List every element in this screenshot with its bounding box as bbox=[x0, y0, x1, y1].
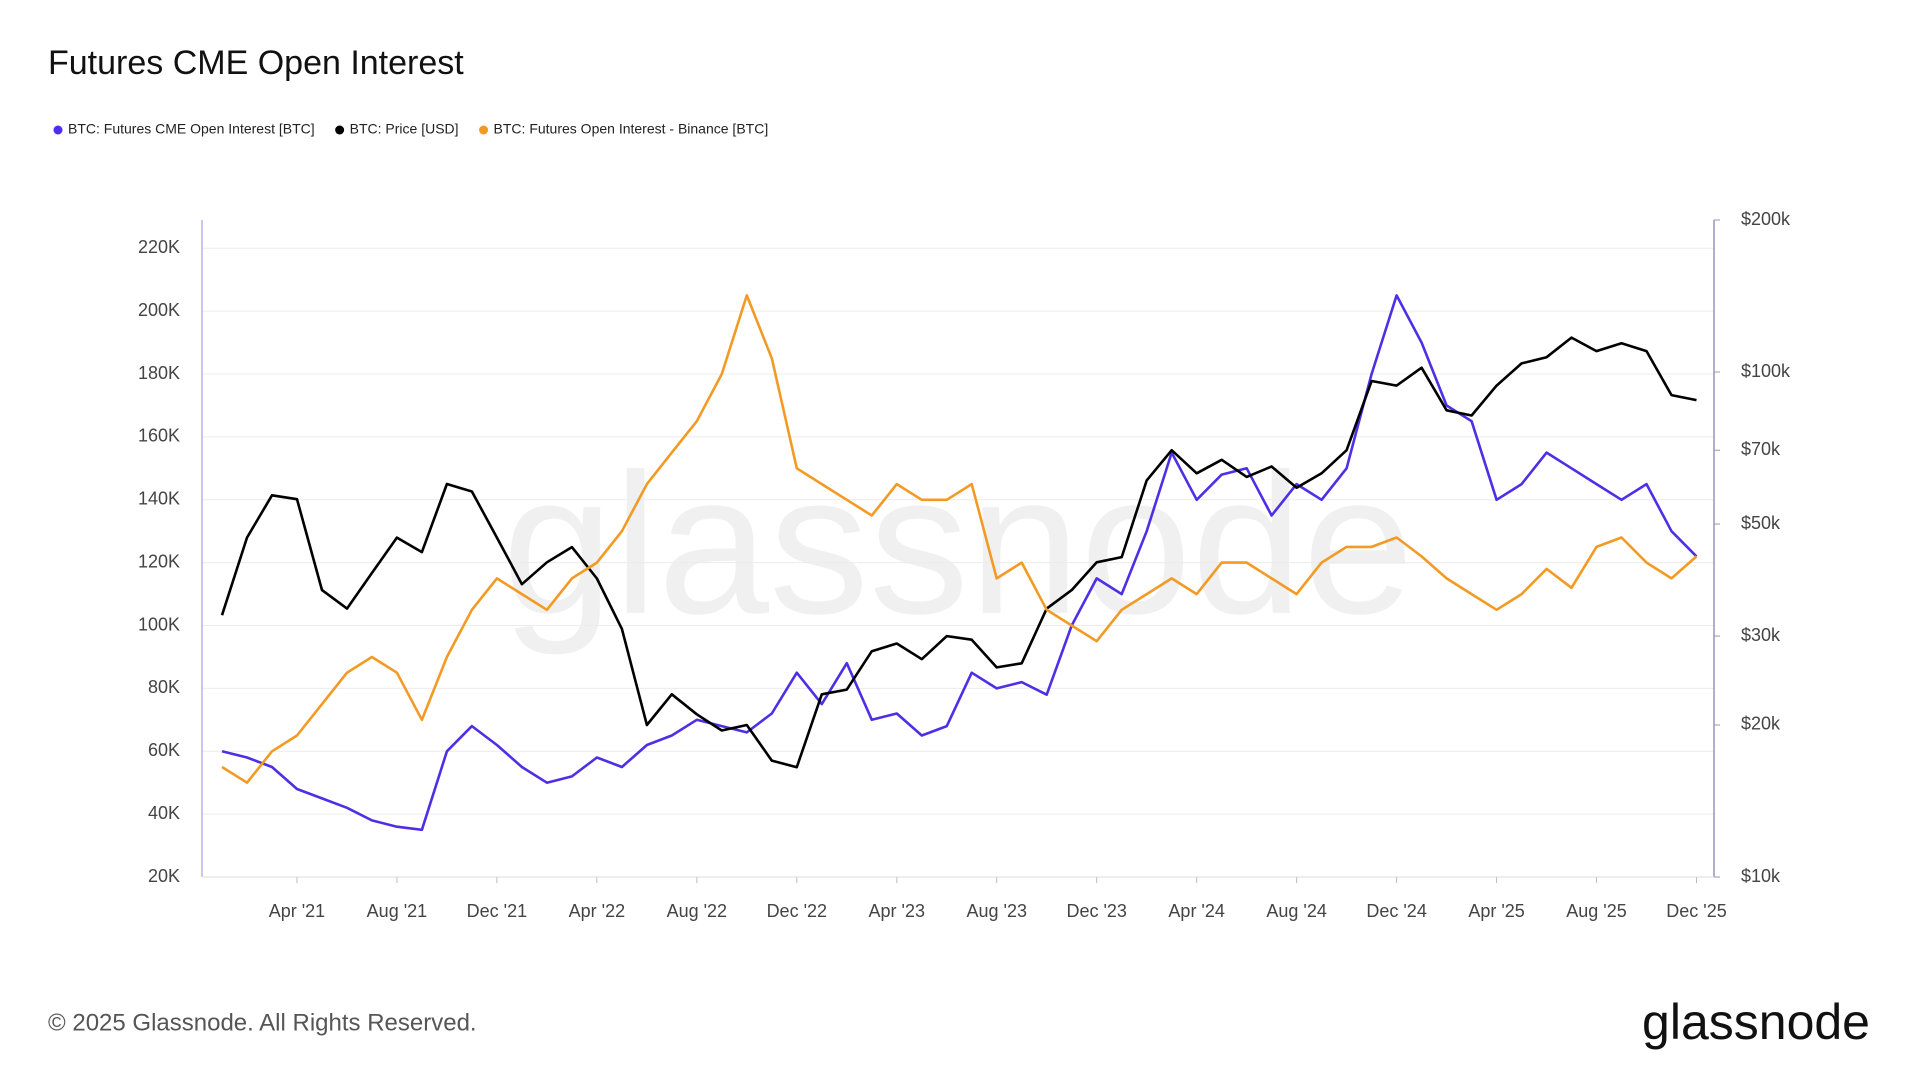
y-tick-label: 120K bbox=[138, 551, 180, 571]
y-tick-label: 180K bbox=[138, 363, 180, 383]
x-tick-label: Dec '25 bbox=[1666, 901, 1726, 921]
x-tick-label: Apr '25 bbox=[1468, 901, 1524, 921]
y2-tick-label: $10k bbox=[1741, 866, 1781, 886]
legend-label: BTC: Futures CME Open Interest [BTC] bbox=[68, 121, 315, 137]
logo: glassnode bbox=[1642, 994, 1870, 1050]
y2-tick-label: $50k bbox=[1741, 513, 1781, 533]
x-tick-label: Apr '23 bbox=[869, 901, 925, 921]
x-tick-label: Aug '25 bbox=[1566, 901, 1627, 921]
y2-tick-label: $20k bbox=[1741, 714, 1781, 734]
y2-tick-label: $30k bbox=[1741, 625, 1781, 645]
y-tick-label: 160K bbox=[138, 426, 180, 446]
x-tick-label: Dec '22 bbox=[767, 901, 827, 921]
x-tick-label: Dec '21 bbox=[467, 901, 527, 921]
chart-title: Futures CME Open Interest bbox=[48, 44, 464, 82]
plot: 20K 40K 60K 80K 100K 120K 140K 160K 180K 200K 220K… bbox=[53, 121, 1791, 921]
legend-marker bbox=[53, 125, 63, 135]
x-tick-label: Aug '24 bbox=[1266, 901, 1327, 921]
y-tick-label: 80K bbox=[148, 677, 180, 697]
legend-marker bbox=[335, 125, 345, 135]
legend-label: BTC: Price [USD] bbox=[350, 121, 459, 137]
y-tick-label: 220K bbox=[138, 237, 180, 257]
copyright: © 2025 Glassnode. All Rights Reserved. bbox=[48, 1009, 477, 1036]
x-tick-label: Apr '21 bbox=[269, 901, 325, 921]
x-tick-label: Aug '22 bbox=[667, 901, 728, 921]
y2-tick-label: $100k bbox=[1741, 361, 1791, 381]
y2-tick-label: $200k bbox=[1741, 209, 1791, 229]
y-tick-label: 40K bbox=[148, 803, 180, 823]
legend-label: BTC: Futures Open Interest - Binance [BT… bbox=[494, 121, 769, 137]
series-line bbox=[221, 294, 1698, 784]
y-tick-label: 60K bbox=[148, 740, 180, 760]
y-tick-label: 140K bbox=[138, 489, 180, 509]
x-tick-label: Aug '23 bbox=[966, 901, 1027, 921]
legend-marker bbox=[479, 125, 489, 135]
x-tick-label: Apr '24 bbox=[1168, 901, 1224, 921]
y-tick-label: 200K bbox=[138, 300, 180, 320]
x-tick-label: Dec '24 bbox=[1366, 901, 1426, 921]
x-tick-label: Dec '23 bbox=[1066, 901, 1126, 921]
y2-tick-label: $70k bbox=[1741, 439, 1781, 459]
series-line bbox=[221, 294, 1698, 832]
series-line bbox=[220, 336, 1697, 769]
watermark: glassnode bbox=[502, 433, 1414, 656]
y-tick-label: 20K bbox=[148, 866, 180, 886]
x-tick-label: Aug '21 bbox=[367, 901, 428, 921]
y-tick-label: 100K bbox=[138, 614, 180, 634]
x-tick-label: Apr '22 bbox=[569, 901, 625, 921]
